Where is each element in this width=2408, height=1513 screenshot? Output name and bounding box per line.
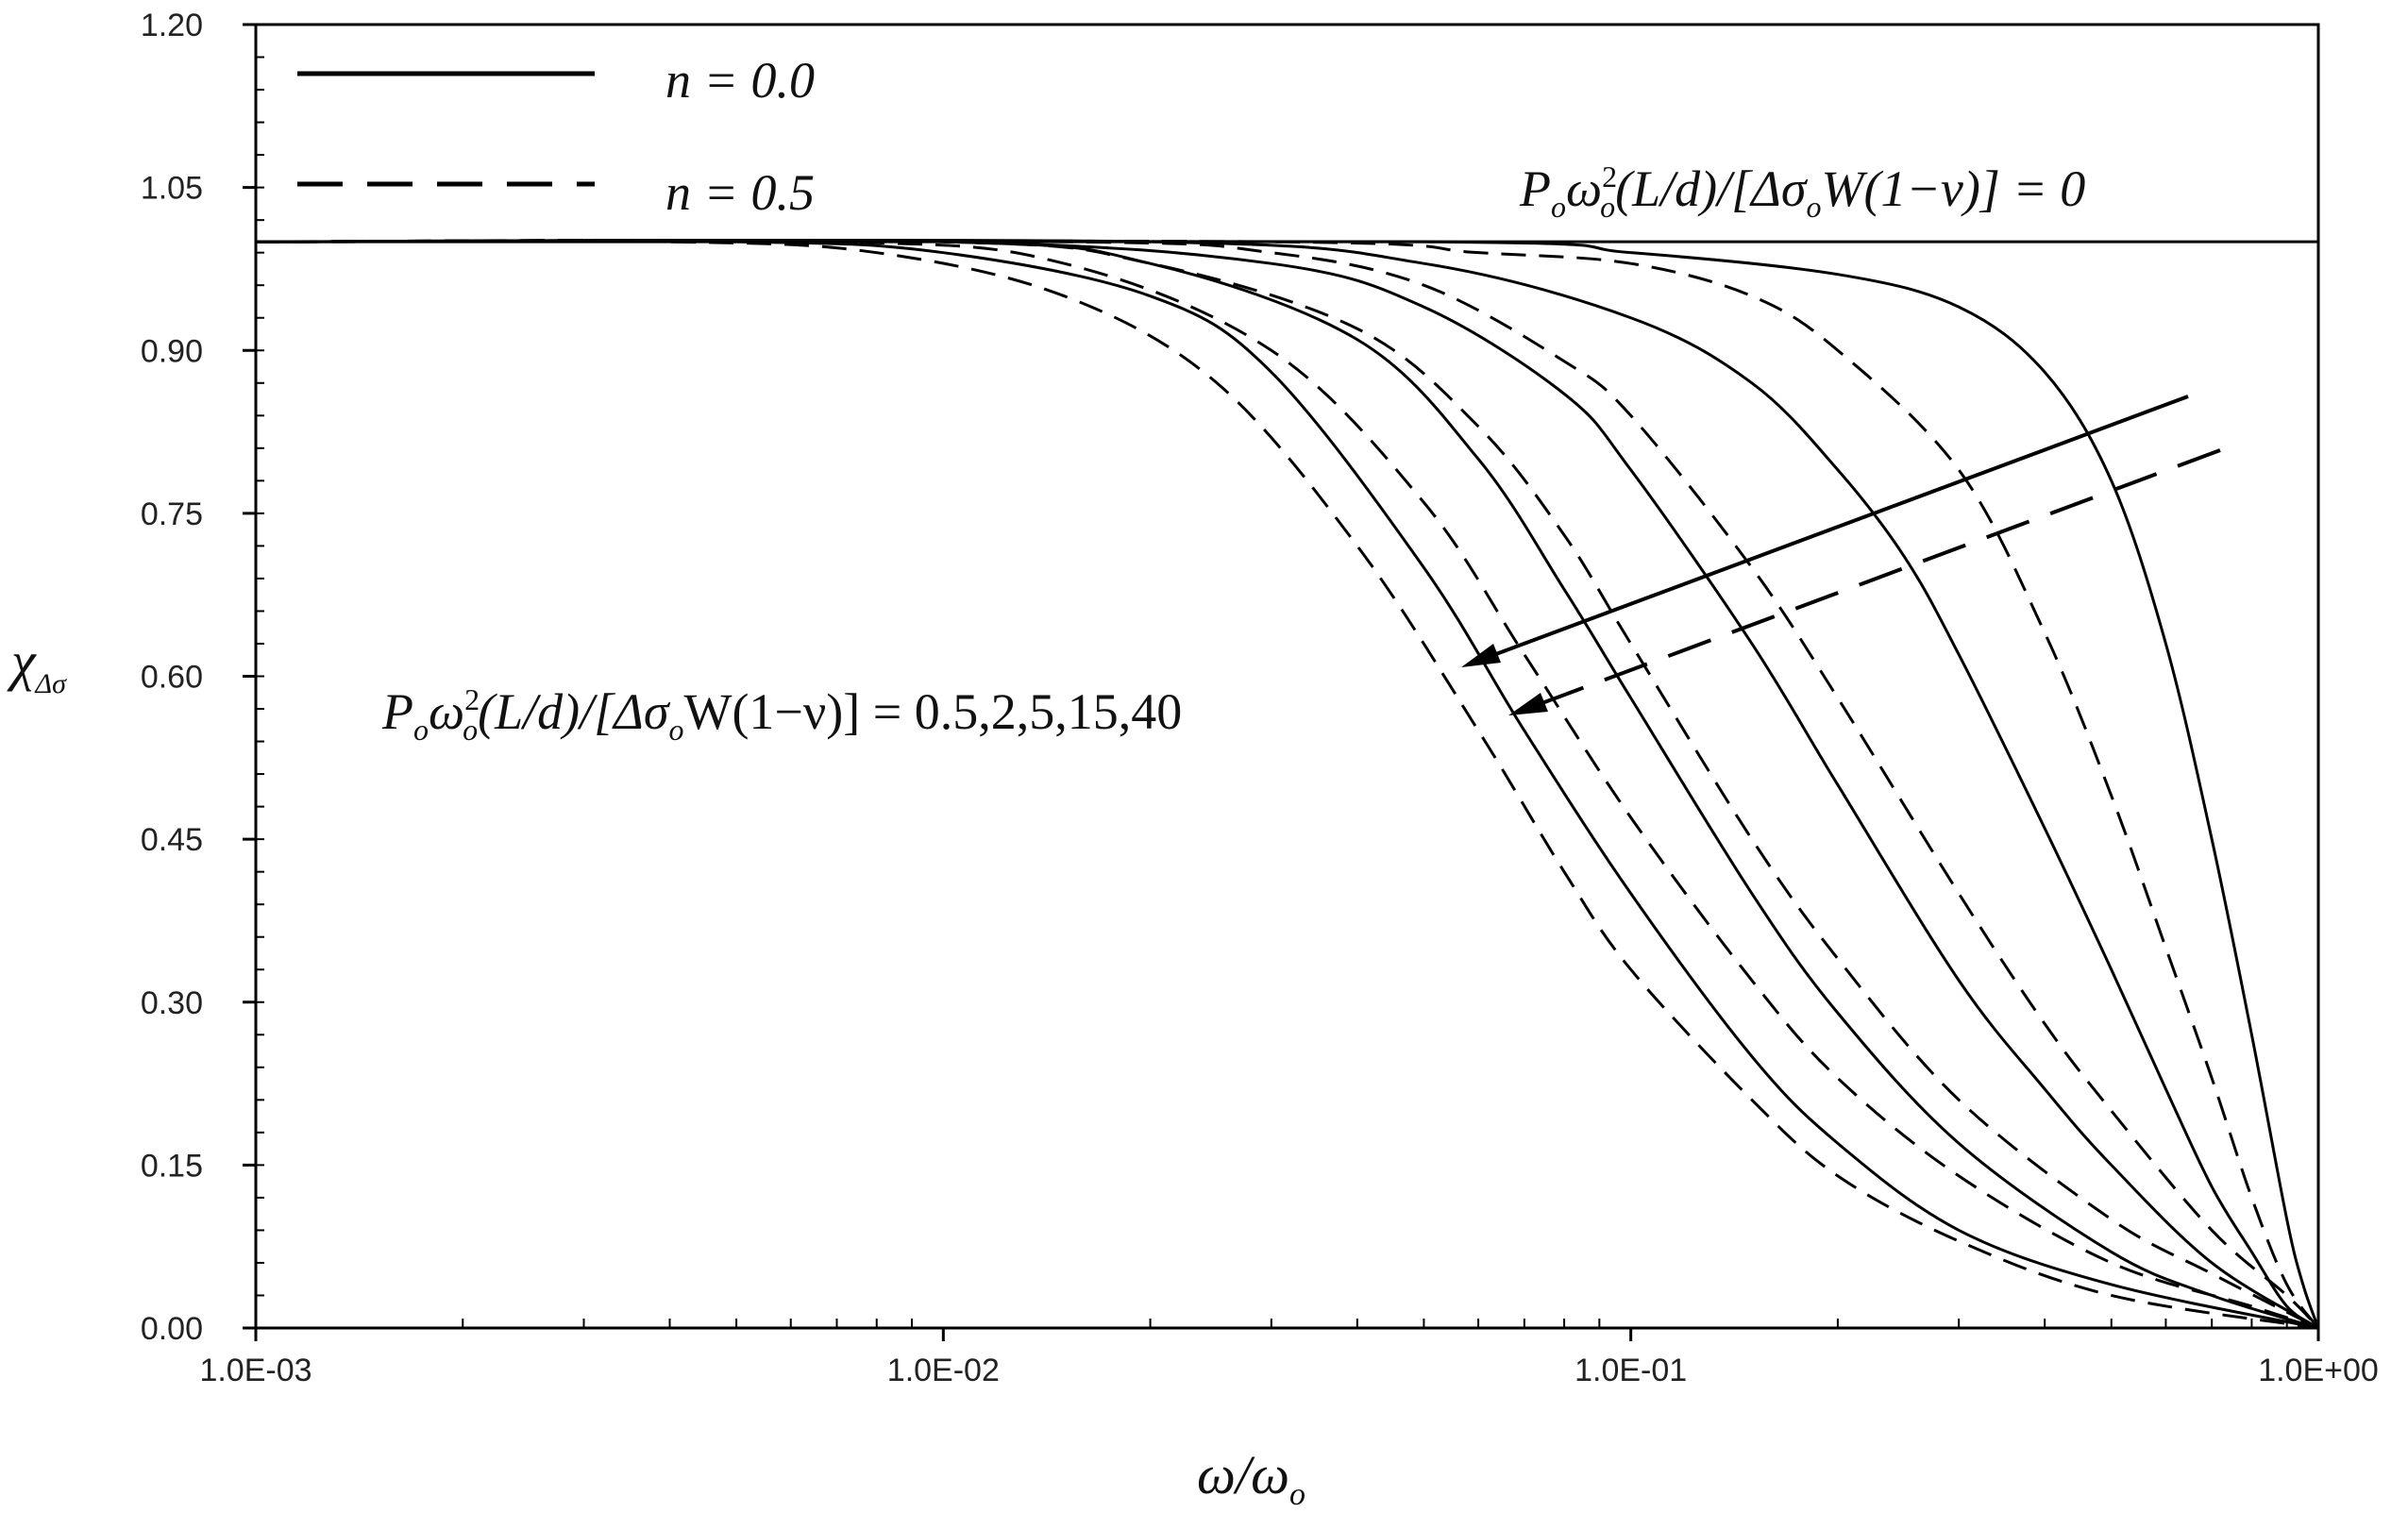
series-group bbox=[255, 238, 2320, 1330]
ann0-sub2: o bbox=[1600, 190, 1615, 224]
legend-label-dashed: n = 0.5 bbox=[665, 164, 815, 221]
y-tick-label: 0.75 bbox=[141, 496, 203, 532]
arrow-dashed-head bbox=[1508, 693, 1548, 715]
xlabel-sub: o bbox=[1289, 1477, 1305, 1512]
series-line-n05-load-40 bbox=[255, 239, 2319, 1330]
ann1-rest: (L/d)/[Δσ bbox=[478, 683, 671, 740]
ylabel-main: χ bbox=[7, 630, 37, 692]
arrow-dashed-line bbox=[1521, 448, 2221, 713]
y-axis-label: χΔσ bbox=[7, 630, 67, 699]
minor-ticks bbox=[256, 24, 2288, 1329]
ann0-pre: P bbox=[1519, 160, 1551, 217]
legend-label-solid: n = 0.0 bbox=[665, 52, 815, 109]
y-tick-label: 1.20 bbox=[141, 8, 203, 43]
x-axis-label: ω/ωo bbox=[1197, 1444, 1305, 1512]
load-arrows bbox=[1461, 395, 2221, 715]
ann0-sub1: o bbox=[1551, 190, 1566, 224]
series-line-n05-load-0_5 bbox=[255, 239, 2320, 1329]
y-tick-label: 0.15 bbox=[141, 1148, 203, 1184]
series-line-n05-load-2 bbox=[255, 239, 2320, 1330]
y-tick-label: 1.05 bbox=[141, 171, 203, 207]
ann1-sub2: o bbox=[463, 713, 478, 747]
legend: n = 0.0 n = 0.5 bbox=[297, 52, 815, 221]
ann1-tail: W(1−ν)] = 0.5,2,5,15,40 bbox=[683, 683, 1182, 740]
ann1-sub3: o bbox=[668, 713, 683, 747]
series-line-n05-load-15 bbox=[255, 238, 2319, 1330]
axis-ticks: 1.0E-03 1.0E-02 1.0E-01 1.0E+00 0.00 0.15 0.30… bbox=[141, 8, 2379, 1388]
x-tick-label: 1.0E-02 bbox=[887, 1353, 1000, 1388]
ann1-pre: P bbox=[381, 683, 413, 740]
series-line-n0-load-40 bbox=[255, 239, 2319, 1330]
y-tick-label: 0.30 bbox=[141, 985, 203, 1021]
x-tick-label: 1.0E-01 bbox=[1574, 1353, 1687, 1388]
series-line-n05-load-5 bbox=[255, 238, 2319, 1330]
ann0-w: ω bbox=[1566, 160, 1602, 217]
annotation-loads: Poω2 o(L/d)/[ΔσoW(1−ν)] = 0.5,2,5,15,40 bbox=[381, 682, 1182, 747]
ann1-w: ω bbox=[429, 683, 464, 740]
y-tick-label: 0.45 bbox=[141, 822, 203, 858]
series-line-n0-load-0_5 bbox=[255, 239, 2320, 1329]
ann0-sup2: 2 bbox=[1602, 160, 1617, 193]
y-tick-label: 0.90 bbox=[141, 333, 203, 369]
annotation-zero-load: Poω2 o(L/d)/[ΔσoW(1−ν)] = 0 bbox=[1519, 160, 2085, 224]
ylabel-sub: Δσ bbox=[35, 668, 68, 699]
ann0-tail: W(1−ν)] = 0 bbox=[1821, 160, 2085, 217]
xlabel-main: ω/ω bbox=[1197, 1444, 1289, 1505]
ann1-sup2: 2 bbox=[464, 682, 480, 716]
ann1-sub1: o bbox=[413, 713, 429, 747]
y-tick-label: 0.00 bbox=[141, 1311, 203, 1347]
arrow-solid-head bbox=[1461, 644, 1501, 667]
arrow-solid-line bbox=[1470, 395, 2189, 665]
x-tick-label: 1.0E-03 bbox=[199, 1353, 312, 1388]
y-tick-label: 0.60 bbox=[141, 660, 203, 696]
ann0-sub3: o bbox=[1806, 190, 1821, 224]
series-line-n0-load-2 bbox=[255, 238, 2319, 1330]
x-tick-label: 1.0E+00 bbox=[2258, 1353, 2379, 1388]
ann0-rest: (L/d)/[Δσ bbox=[1615, 160, 1809, 217]
